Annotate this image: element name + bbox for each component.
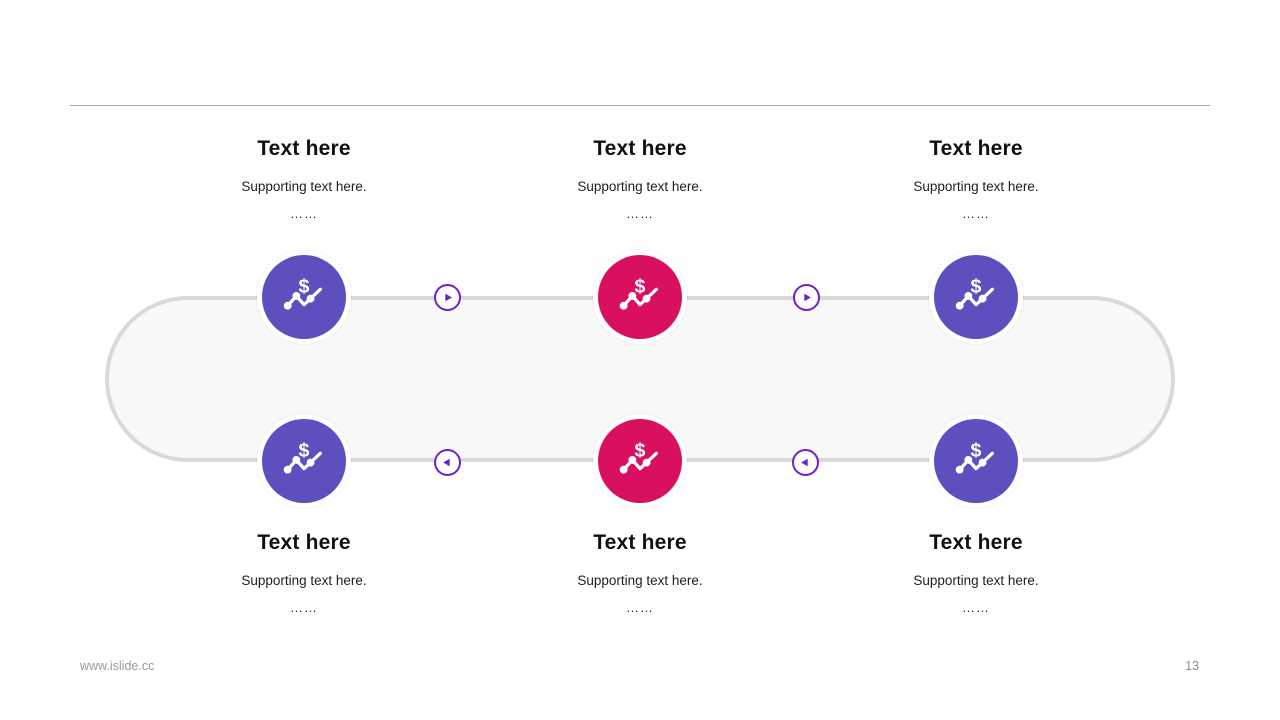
block-ellipsis: …… (290, 206, 318, 221)
cycle-node-bottom-2 (598, 419, 682, 503)
page-number: 13 (1185, 659, 1199, 673)
arrow-right-icon (434, 284, 461, 311)
block-supporting-text: Supporting text here. (577, 179, 703, 194)
top-text-block-1: Text here Supporting text here. …… (174, 137, 434, 220)
top-text-block-3: Text here Supporting text here. …… (846, 137, 1106, 220)
dollar-trend-chart-icon (280, 437, 328, 485)
bottom-text-block-2: Text here Supporting text here. …… (510, 531, 770, 614)
block-title: Text here (929, 137, 1023, 160)
play-triangle-icon (440, 290, 455, 305)
arrow-left-icon (792, 449, 819, 476)
top-divider-line (70, 105, 1210, 106)
block-title: Text here (257, 531, 351, 554)
block-title: Text here (593, 137, 687, 160)
block-supporting-text: Supporting text here. (913, 573, 1039, 588)
cycle-node-top-1 (262, 255, 346, 339)
block-supporting-text: Supporting text here. (913, 179, 1039, 194)
dollar-trend-chart-icon (952, 273, 1000, 321)
dollar-trend-chart-icon (952, 437, 1000, 485)
arrow-left-icon (434, 449, 461, 476)
block-supporting-text: Supporting text here. (241, 573, 367, 588)
play-triangle-icon (440, 455, 455, 470)
play-triangle-icon (798, 455, 813, 470)
block-ellipsis: …… (962, 206, 990, 221)
bottom-text-block-3: Text here Supporting text here. …… (846, 531, 1106, 614)
block-ellipsis: …… (626, 600, 654, 615)
dollar-trend-chart-icon (616, 437, 664, 485)
cycle-node-top-2 (598, 255, 682, 339)
footer-website-url: www.islide.cc (80, 659, 155, 673)
dollar-trend-chart-icon (616, 273, 664, 321)
block-ellipsis: …… (626, 206, 654, 221)
play-triangle-icon (799, 290, 814, 305)
block-ellipsis: …… (962, 600, 990, 615)
cycle-node-bottom-1 (262, 419, 346, 503)
block-supporting-text: Supporting text here. (241, 179, 367, 194)
cycle-node-top-3 (934, 255, 1018, 339)
block-title: Text here (593, 531, 687, 554)
block-title: Text here (929, 531, 1023, 554)
cycle-node-bottom-3 (934, 419, 1018, 503)
block-supporting-text: Supporting text here. (577, 573, 703, 588)
block-title: Text here (257, 137, 351, 160)
bottom-text-block-1: Text here Supporting text here. …… (174, 531, 434, 614)
top-text-block-2: Text here Supporting text here. …… (510, 137, 770, 220)
arrow-right-icon (793, 284, 820, 311)
dollar-trend-chart-icon (280, 273, 328, 321)
block-ellipsis: …… (290, 600, 318, 615)
